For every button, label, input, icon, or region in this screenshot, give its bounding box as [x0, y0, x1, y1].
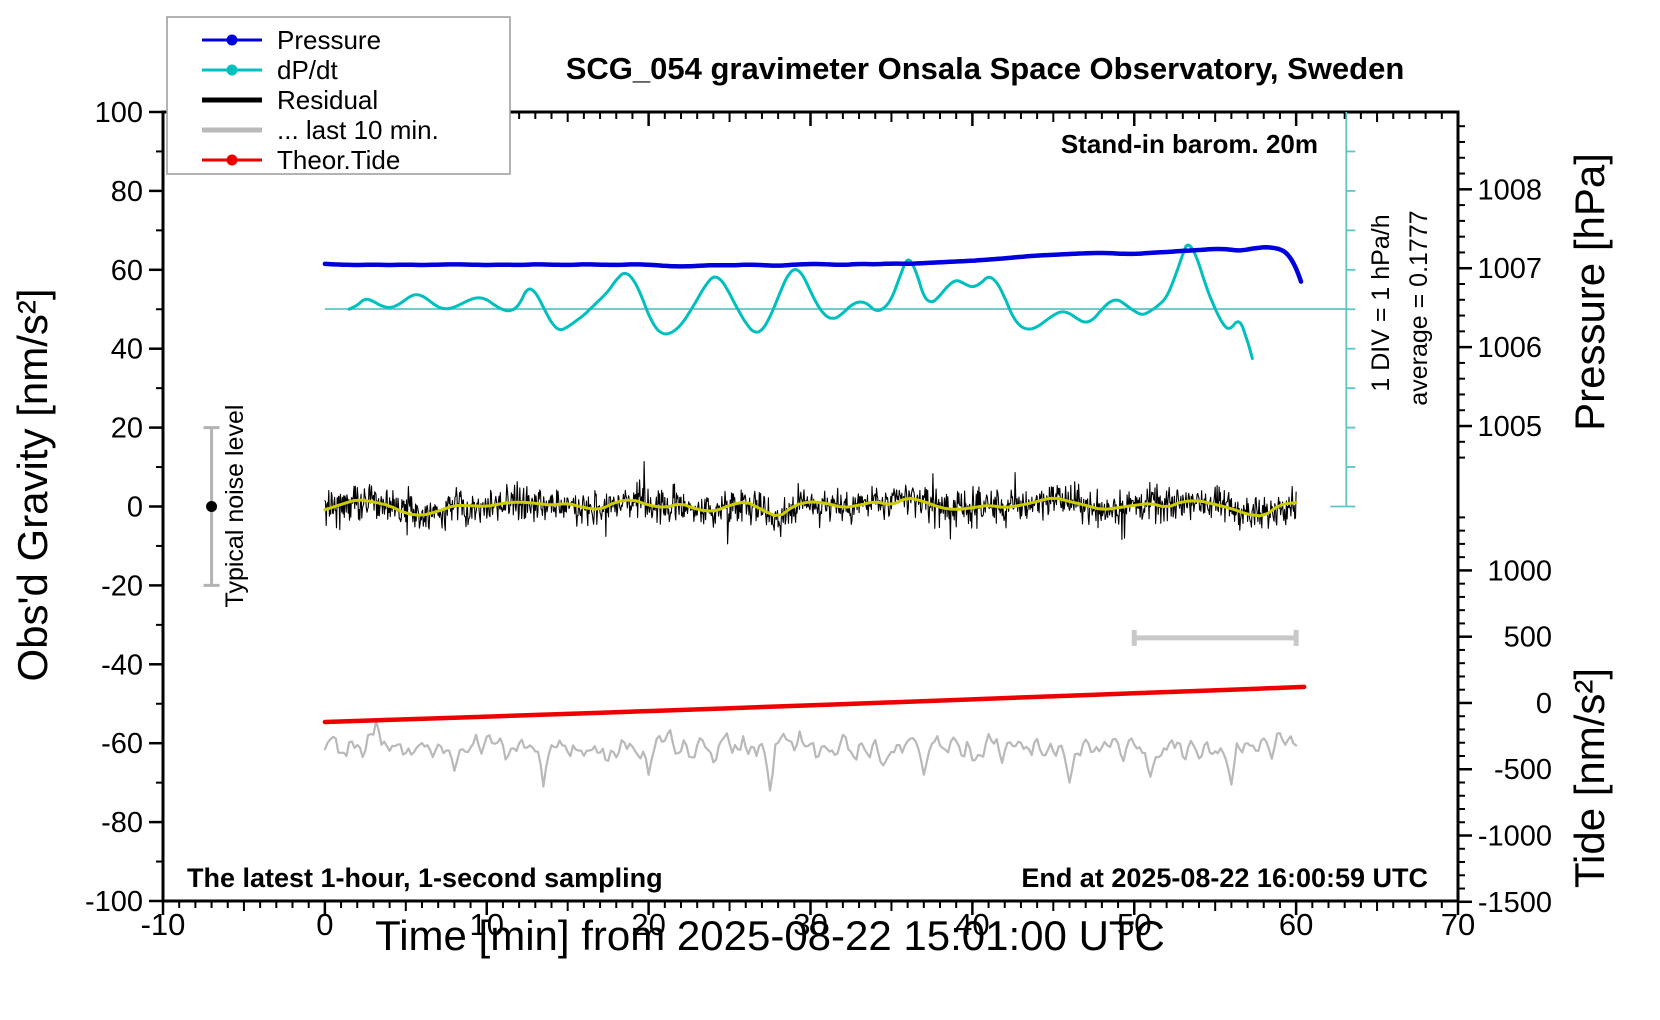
tide-tick-label: 0 — [1536, 688, 1552, 720]
legend-label: Theor.Tide — [277, 145, 400, 175]
pressure-tick-label: 1005 — [1477, 411, 1542, 443]
series-pressure-line — [322, 245, 1304, 284]
gravity-tick-label: 80 — [111, 176, 143, 208]
legend-marker-dot — [226, 34, 238, 46]
dpdt-scalebar — [324, 112, 1356, 508]
x-tick-label: 10 — [470, 907, 504, 942]
gravity-tick-label: -80 — [101, 807, 143, 839]
tide-tick-label: -500 — [1494, 754, 1552, 786]
x-tick-label: 60 — [1279, 907, 1313, 942]
legend-label: Pressure — [277, 25, 381, 55]
tide-tick-label: -1000 — [1478, 821, 1552, 853]
gravity-tick-label: 40 — [111, 334, 143, 366]
pressure-axis-ticks: 1005 1006 1007 1008 — [1458, 125, 1542, 459]
noise-marker-dot — [206, 501, 218, 512]
gravity-tick-label: 60 — [111, 255, 143, 287]
pressure-axis-title: Pressure [hPa] — [1566, 153, 1613, 431]
chart-title: SCG_054 gravimeter Onsala Space Observat… — [566, 51, 1405, 86]
end-time-annotation: End at 2025-08-22 16:00:59 UTC — [1021, 863, 1428, 893]
average-annotation: average = 0.1777 — [1405, 210, 1433, 405]
x-axis-ticks: -10 0 10 20 30 40 50 60 70 — [141, 112, 1475, 942]
stand-in-annotation: Stand-in barom. 20m — [1061, 129, 1318, 159]
legend-label: dP/dt — [277, 55, 338, 85]
gravity-tick-label: 0 — [127, 492, 143, 524]
last10-scalebar — [1131, 629, 1299, 646]
series-residual-smooth-line — [323, 496, 1298, 518]
x-tick-label: 0 — [316, 907, 333, 942]
tide-tick-label: 1000 — [1487, 555, 1552, 587]
typical-noise-marker: Typical noise level — [203, 405, 249, 608]
gravity-axis-title: Obs'd Gravity [nm/s²] — [9, 288, 56, 681]
gravity-axis-ticks: -100 -80 -60 -40 -20 0 20 40 60 80 100 — [85, 97, 163, 918]
tide-tick-label: 500 — [1504, 622, 1552, 654]
series-theortide-line — [322, 684, 1307, 725]
x-tick-label: 30 — [793, 907, 827, 942]
series-residual-line — [324, 460, 1297, 545]
legend-label: Residual — [277, 85, 378, 115]
typical-noise-label: Typical noise level — [221, 405, 249, 608]
gravity-tick-label: 100 — [95, 97, 143, 129]
tide-axis-ticks: -1500 -1000 -500 0 500 1000 — [1458, 516, 1552, 919]
legend-label: ... last 10 min. — [277, 115, 439, 145]
gravity-tick-label: -20 — [101, 570, 143, 602]
series-dpdt-line — [347, 243, 1254, 360]
x-tick-label: 50 — [1117, 907, 1151, 942]
sampling-annotation: The latest 1-hour, 1-second sampling — [187, 863, 663, 893]
gravity-tick-label: -60 — [101, 728, 143, 760]
one-div-annotation: 1 DIV = 1 hPa/h — [1367, 214, 1395, 391]
tide-tick-label: -1500 — [1478, 887, 1552, 919]
x-tick-label: 40 — [955, 907, 989, 942]
x-tick-label: 70 — [1441, 907, 1475, 942]
legend-marker-dot — [226, 64, 238, 76]
data-series — [322, 243, 1307, 792]
gravity-tick-label: 20 — [111, 413, 143, 445]
legend-marker-dot — [226, 154, 238, 166]
pressure-tick-label: 1007 — [1477, 253, 1542, 285]
x-tick-label: 20 — [631, 907, 665, 942]
legend-box — [166, 16, 511, 175]
gravity-tick-label: -100 — [85, 886, 143, 918]
axes: -10 0 10 20 30 40 50 60 70-100-80-60-40-20020406… — [85, 97, 1552, 942]
series-last10min-line — [323, 720, 1298, 792]
pressure-tick-label: 1008 — [1477, 174, 1542, 206]
x-tick-label: -10 — [141, 907, 186, 942]
x-axis-title: Time [min] from 2025-08-22 15:01:00 UTC — [375, 912, 1165, 959]
annotations: SCG_054 gravimeter Onsala Space Observat… — [9, 51, 1613, 959]
pressure-tick-label: 1006 — [1477, 332, 1542, 364]
gravity-tick-label: -40 — [101, 649, 143, 681]
tide-axis-title: Tide [nm/s²] — [1566, 668, 1613, 888]
